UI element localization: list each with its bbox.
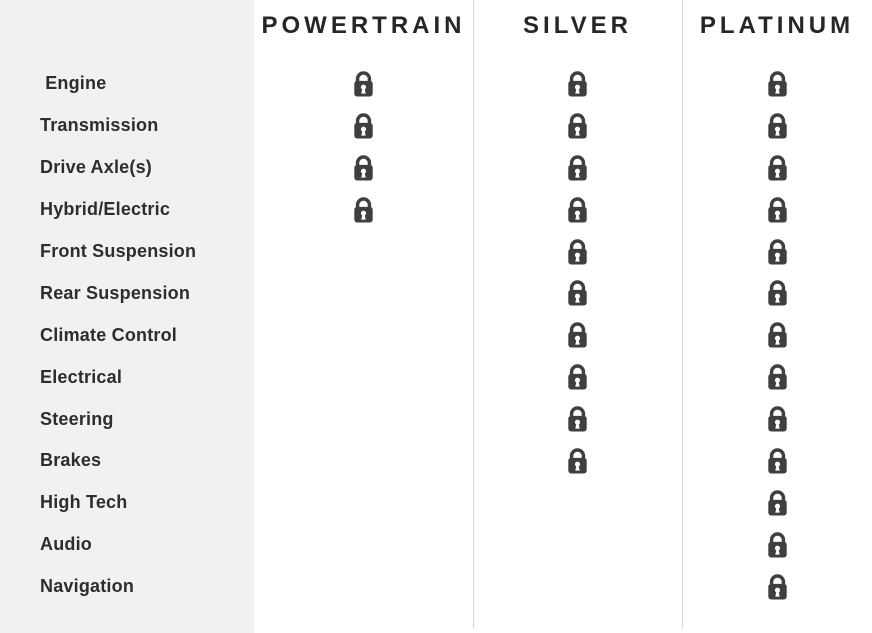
coverage-cell-silver <box>473 272 682 314</box>
lock-icon <box>568 71 587 97</box>
lock-icon <box>767 238 787 264</box>
lock-icon <box>568 406 587 432</box>
category-label: Engine <box>40 73 107 94</box>
column-divider <box>682 0 683 629</box>
coverage-cell-platinum <box>682 189 872 231</box>
plan-header-powertrain: POWERTRAIN <box>261 12 466 39</box>
coverage-cell-powertrain <box>254 189 473 231</box>
lock-icon <box>568 364 587 390</box>
coverage-cell-silver <box>473 524 682 566</box>
coverage-cell-silver <box>473 105 682 147</box>
coverage-cell-silver <box>473 482 682 524</box>
lock-icon <box>767 364 787 390</box>
category-label: Electrical <box>40 366 123 387</box>
category-label: Drive Axle(s) <box>40 157 152 178</box>
coverage-cell-powertrain <box>254 231 473 273</box>
coverage-cell-platinum <box>682 440 872 482</box>
coverage-cell-platinum <box>682 105 872 147</box>
lock-icon <box>354 196 373 223</box>
coverage-cell-powertrain <box>254 524 473 566</box>
lock-icon <box>767 322 787 348</box>
coverage-cell-powertrain <box>254 314 473 356</box>
coverage-cell-powertrain <box>254 398 473 440</box>
coverage-cell-powertrain <box>254 63 473 105</box>
plan-header-platinum: PLATINUM <box>699 12 855 39</box>
lock-icon <box>568 113 587 139</box>
lock-icon <box>767 490 787 516</box>
category-label: Brakes <box>40 450 102 471</box>
coverage-cell-powertrain <box>254 105 473 147</box>
lock-icon <box>767 448 787 474</box>
coverage-cell-powertrain <box>254 147 473 189</box>
lock-icon <box>568 238 587 264</box>
coverage-cell-platinum <box>682 398 872 440</box>
category-sidebar-background <box>0 0 254 633</box>
lock-icon <box>568 322 587 348</box>
coverage-cell-silver <box>473 231 682 273</box>
lock-icon <box>767 406 787 432</box>
lock-icon <box>568 196 587 223</box>
coverage-cell-platinum <box>682 356 872 398</box>
category-label: Steering <box>40 408 114 429</box>
coverage-cell-platinum <box>682 482 872 524</box>
lock-icon <box>354 154 373 181</box>
coverage-cell-powertrain <box>254 356 473 398</box>
category-label: Hybrid/Electric <box>40 199 171 220</box>
coverage-cell-silver <box>473 356 682 398</box>
category-label: Navigation <box>40 576 135 597</box>
lock-icon <box>354 113 373 139</box>
coverage-cell-powertrain <box>254 272 473 314</box>
lock-icon <box>568 448 587 474</box>
coverage-cell-silver <box>473 189 682 231</box>
lock-icon <box>767 280 787 306</box>
lock-icon <box>568 280 587 306</box>
coverage-cell-powertrain <box>254 566 473 608</box>
category-label: Rear Suspension <box>40 282 191 303</box>
coverage-cell-platinum <box>682 231 872 273</box>
category-label: Front Suspension <box>40 241 197 261</box>
coverage-cell-platinum <box>682 524 872 566</box>
coverage-cell-powertrain <box>254 440 473 482</box>
coverage-cell-platinum <box>682 566 872 608</box>
category-label: Audio <box>40 534 92 555</box>
coverage-cell-silver <box>473 63 682 105</box>
coverage-cell-silver <box>473 314 682 356</box>
coverage-cell-silver <box>473 147 682 189</box>
column-divider <box>473 0 474 629</box>
coverage-cell-silver <box>473 440 682 482</box>
coverage-cell-powertrain <box>254 482 473 524</box>
lock-icon <box>354 71 373 97</box>
coverage-cell-platinum <box>682 147 872 189</box>
plan-header-silver: SILVER <box>523 12 632 39</box>
lock-icon <box>568 154 587 181</box>
category-label: Climate Control <box>40 324 178 345</box>
lock-icon <box>767 532 787 558</box>
category-label: High Tech <box>40 492 128 513</box>
corner-cell <box>0 0 254 63</box>
category-label: Transmission <box>40 115 159 136</box>
coverage-cell-platinum <box>682 272 872 314</box>
lock-icon <box>767 71 787 97</box>
coverage-cell-silver <box>473 398 682 440</box>
coverage-cell-silver <box>473 566 682 608</box>
coverage-cell-platinum <box>682 314 872 356</box>
lock-icon <box>767 154 787 181</box>
coverage-cell-platinum <box>682 63 872 105</box>
lock-icon <box>767 113 787 139</box>
lock-icon <box>767 196 787 223</box>
lock-icon <box>767 573 787 600</box>
